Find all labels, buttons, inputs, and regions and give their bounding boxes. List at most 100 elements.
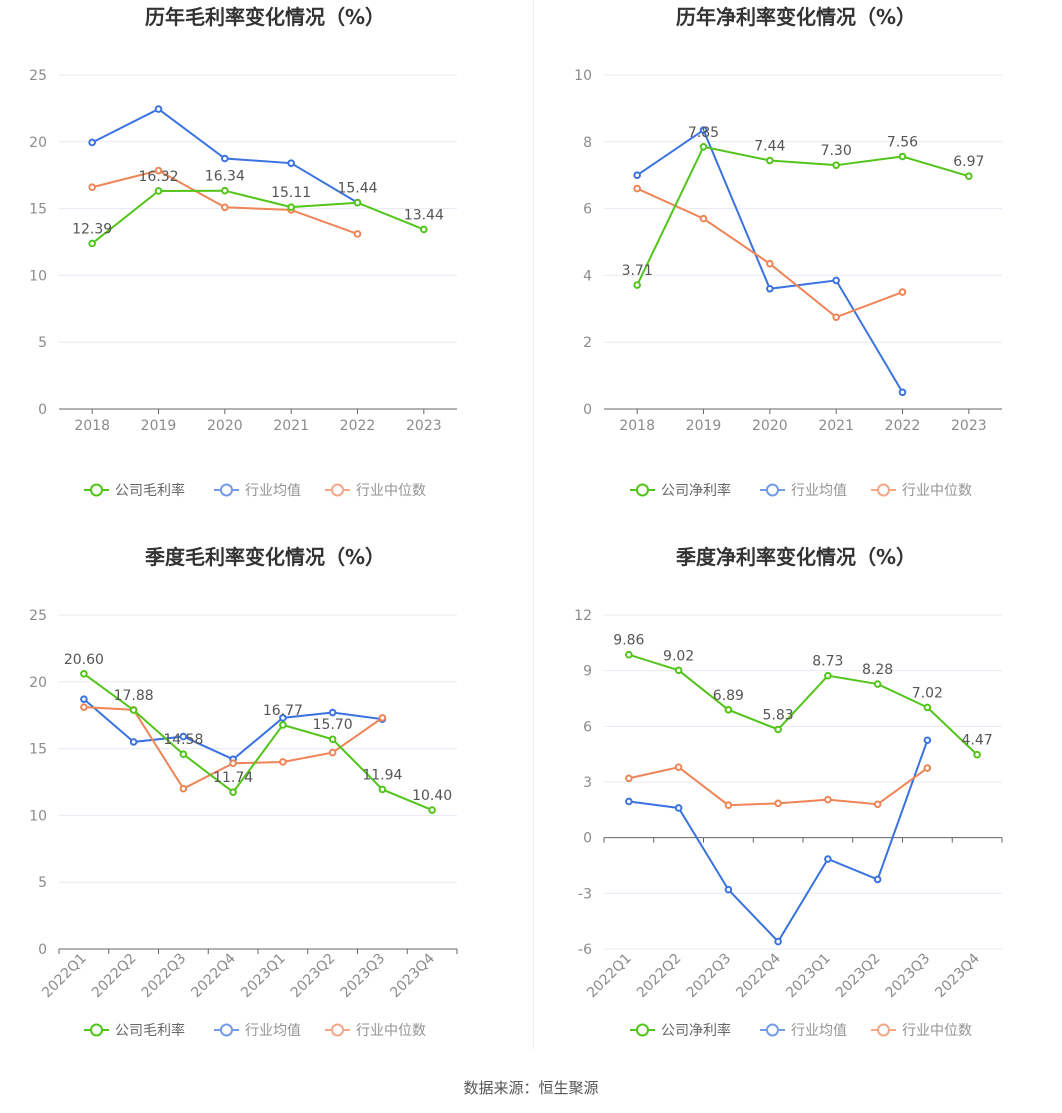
data-point — [832, 313, 840, 321]
x-tick-label: 2023Q3 — [338, 951, 389, 1002]
x-tick-label: 2023Q4 — [387, 950, 438, 1001]
y-tick-label: 9 — [583, 664, 592, 680]
data-point — [824, 855, 832, 863]
legend-marker — [220, 1023, 233, 1037]
y-tick-label: 10 — [574, 68, 592, 84]
data-point — [279, 714, 287, 722]
legend-label: 行业均值 — [791, 1023, 847, 1039]
data-label: 3.71 — [622, 263, 653, 279]
data-label: 16.32 — [138, 169, 178, 185]
y-tick-label: 15 — [29, 742, 47, 758]
data-point — [221, 203, 229, 212]
chart-title: 历年净利率变化情况（%） — [676, 5, 916, 29]
data-label: 15.11 — [271, 185, 311, 201]
x-tick-label: 2022Q2 — [634, 951, 685, 1002]
x-tick-label: 2019 — [686, 418, 722, 434]
data-point — [674, 804, 683, 812]
legend-label: 公司净利率 — [661, 1022, 731, 1039]
data-label: 12.39 — [72, 221, 112, 237]
data-point — [625, 797, 633, 806]
data-point — [154, 105, 163, 113]
legend-label: 行业均值 — [245, 483, 301, 499]
legend-label: 行业均值 — [245, 1023, 301, 1039]
data-point — [88, 239, 96, 248]
y-tick-label: 25 — [29, 608, 47, 624]
data-point — [774, 725, 782, 734]
data-point — [221, 186, 229, 195]
data-label: 7.85 — [688, 125, 719, 141]
data-point — [724, 885, 733, 894]
data-label: 16.34 — [205, 169, 245, 185]
quarterly-net-margin-chart: 季度净利率变化情况（%） -6 -3 0 3 6 9 12 2022Q1 2022Q2 2022Q3… — [531, 540, 1062, 1080]
legend-industry-median: 行业中位数 — [325, 1023, 426, 1039]
data-point — [699, 143, 708, 151]
data-point — [179, 732, 188, 741]
y-tick-label: 15 — [29, 202, 47, 218]
quarterly-gross-margin-chart: 季度毛利率变化情况（%） 0 5 10 15 20 25 2022Q1 2022Q2 2022Q3… — [0, 540, 531, 1080]
data-point — [80, 695, 88, 703]
data-point — [898, 288, 907, 296]
data-point — [633, 281, 641, 289]
series-line — [83, 672, 433, 811]
data-label: 15.70 — [313, 717, 353, 733]
x-tick-label: 2023Q3 — [883, 951, 934, 1002]
chart-title: 历年毛利率变化情况（%） — [145, 5, 385, 29]
data-point — [287, 203, 295, 211]
data-point — [328, 748, 337, 757]
data-point — [923, 703, 932, 712]
data-label: 20.60 — [64, 652, 104, 668]
legend-industry-avg: 行业均值 — [214, 483, 301, 499]
series-line — [636, 187, 903, 319]
y-tick-label: 0 — [38, 402, 47, 418]
data-label: 15.44 — [337, 181, 377, 197]
data-point — [898, 388, 907, 397]
series-line — [628, 653, 978, 756]
series-line — [628, 766, 928, 807]
y-tick-label: 5 — [38, 335, 47, 351]
series-avg — [625, 736, 932, 946]
data-point — [923, 764, 932, 772]
legend-marker — [766, 483, 779, 497]
data-point — [832, 276, 840, 285]
chart-svg: 季度毛利率变化情况（%） 0 5 10 15 20 25 2022Q1 2022Q2 2022Q3… — [29, 545, 458, 1039]
legend-marker — [877, 483, 890, 497]
x-tick-label: 2022Q1 — [584, 951, 635, 1002]
y-tick-label: 8 — [583, 135, 592, 151]
x-tick-label: 2023Q2 — [288, 951, 339, 1002]
data-point — [80, 703, 88, 711]
x-tick-label: 2022Q4 — [733, 950, 784, 1001]
legend-marker — [90, 483, 103, 497]
series-company: 20.60 17.88 14.58 11.74 16.77 15.70 11.94 10.40 — [64, 652, 452, 814]
series-line — [628, 739, 929, 944]
legend-industry-median: 行业中位数 — [871, 483, 972, 499]
y-tick-label: 25 — [29, 68, 47, 84]
data-point — [898, 152, 907, 161]
legend-label: 行业中位数 — [356, 1023, 426, 1039]
legend-marker — [331, 483, 344, 497]
legend-marker — [636, 1023, 649, 1037]
data-point — [724, 801, 733, 809]
data-label: 17.88 — [114, 688, 154, 704]
data-point — [965, 172, 973, 181]
data-label: 9.02 — [663, 648, 694, 664]
data-point — [353, 230, 362, 238]
x-tick-label: 2022Q4 — [188, 950, 239, 1001]
data-label: 7.44 — [754, 139, 785, 155]
y-tick-label: 0 — [583, 831, 592, 847]
data-point — [625, 650, 633, 659]
data-point — [633, 171, 641, 179]
data-point — [328, 708, 337, 717]
x-tick-label: 2020 — [207, 418, 243, 434]
data-point — [221, 154, 229, 163]
data-point — [154, 166, 163, 175]
data-point — [973, 750, 981, 759]
x-tick-label: 2022Q2 — [89, 951, 140, 1002]
x-tick-label: 2023Q1 — [238, 951, 289, 1002]
x-tick-label: 2021 — [818, 418, 854, 434]
legend-label: 公司毛利率 — [115, 482, 185, 499]
series-median — [633, 184, 907, 321]
series-line — [91, 189, 425, 245]
data-point — [873, 875, 882, 884]
data-source: 数据来源：恒生聚源 — [463, 1079, 599, 1097]
y-tick-label: 10 — [29, 808, 47, 824]
